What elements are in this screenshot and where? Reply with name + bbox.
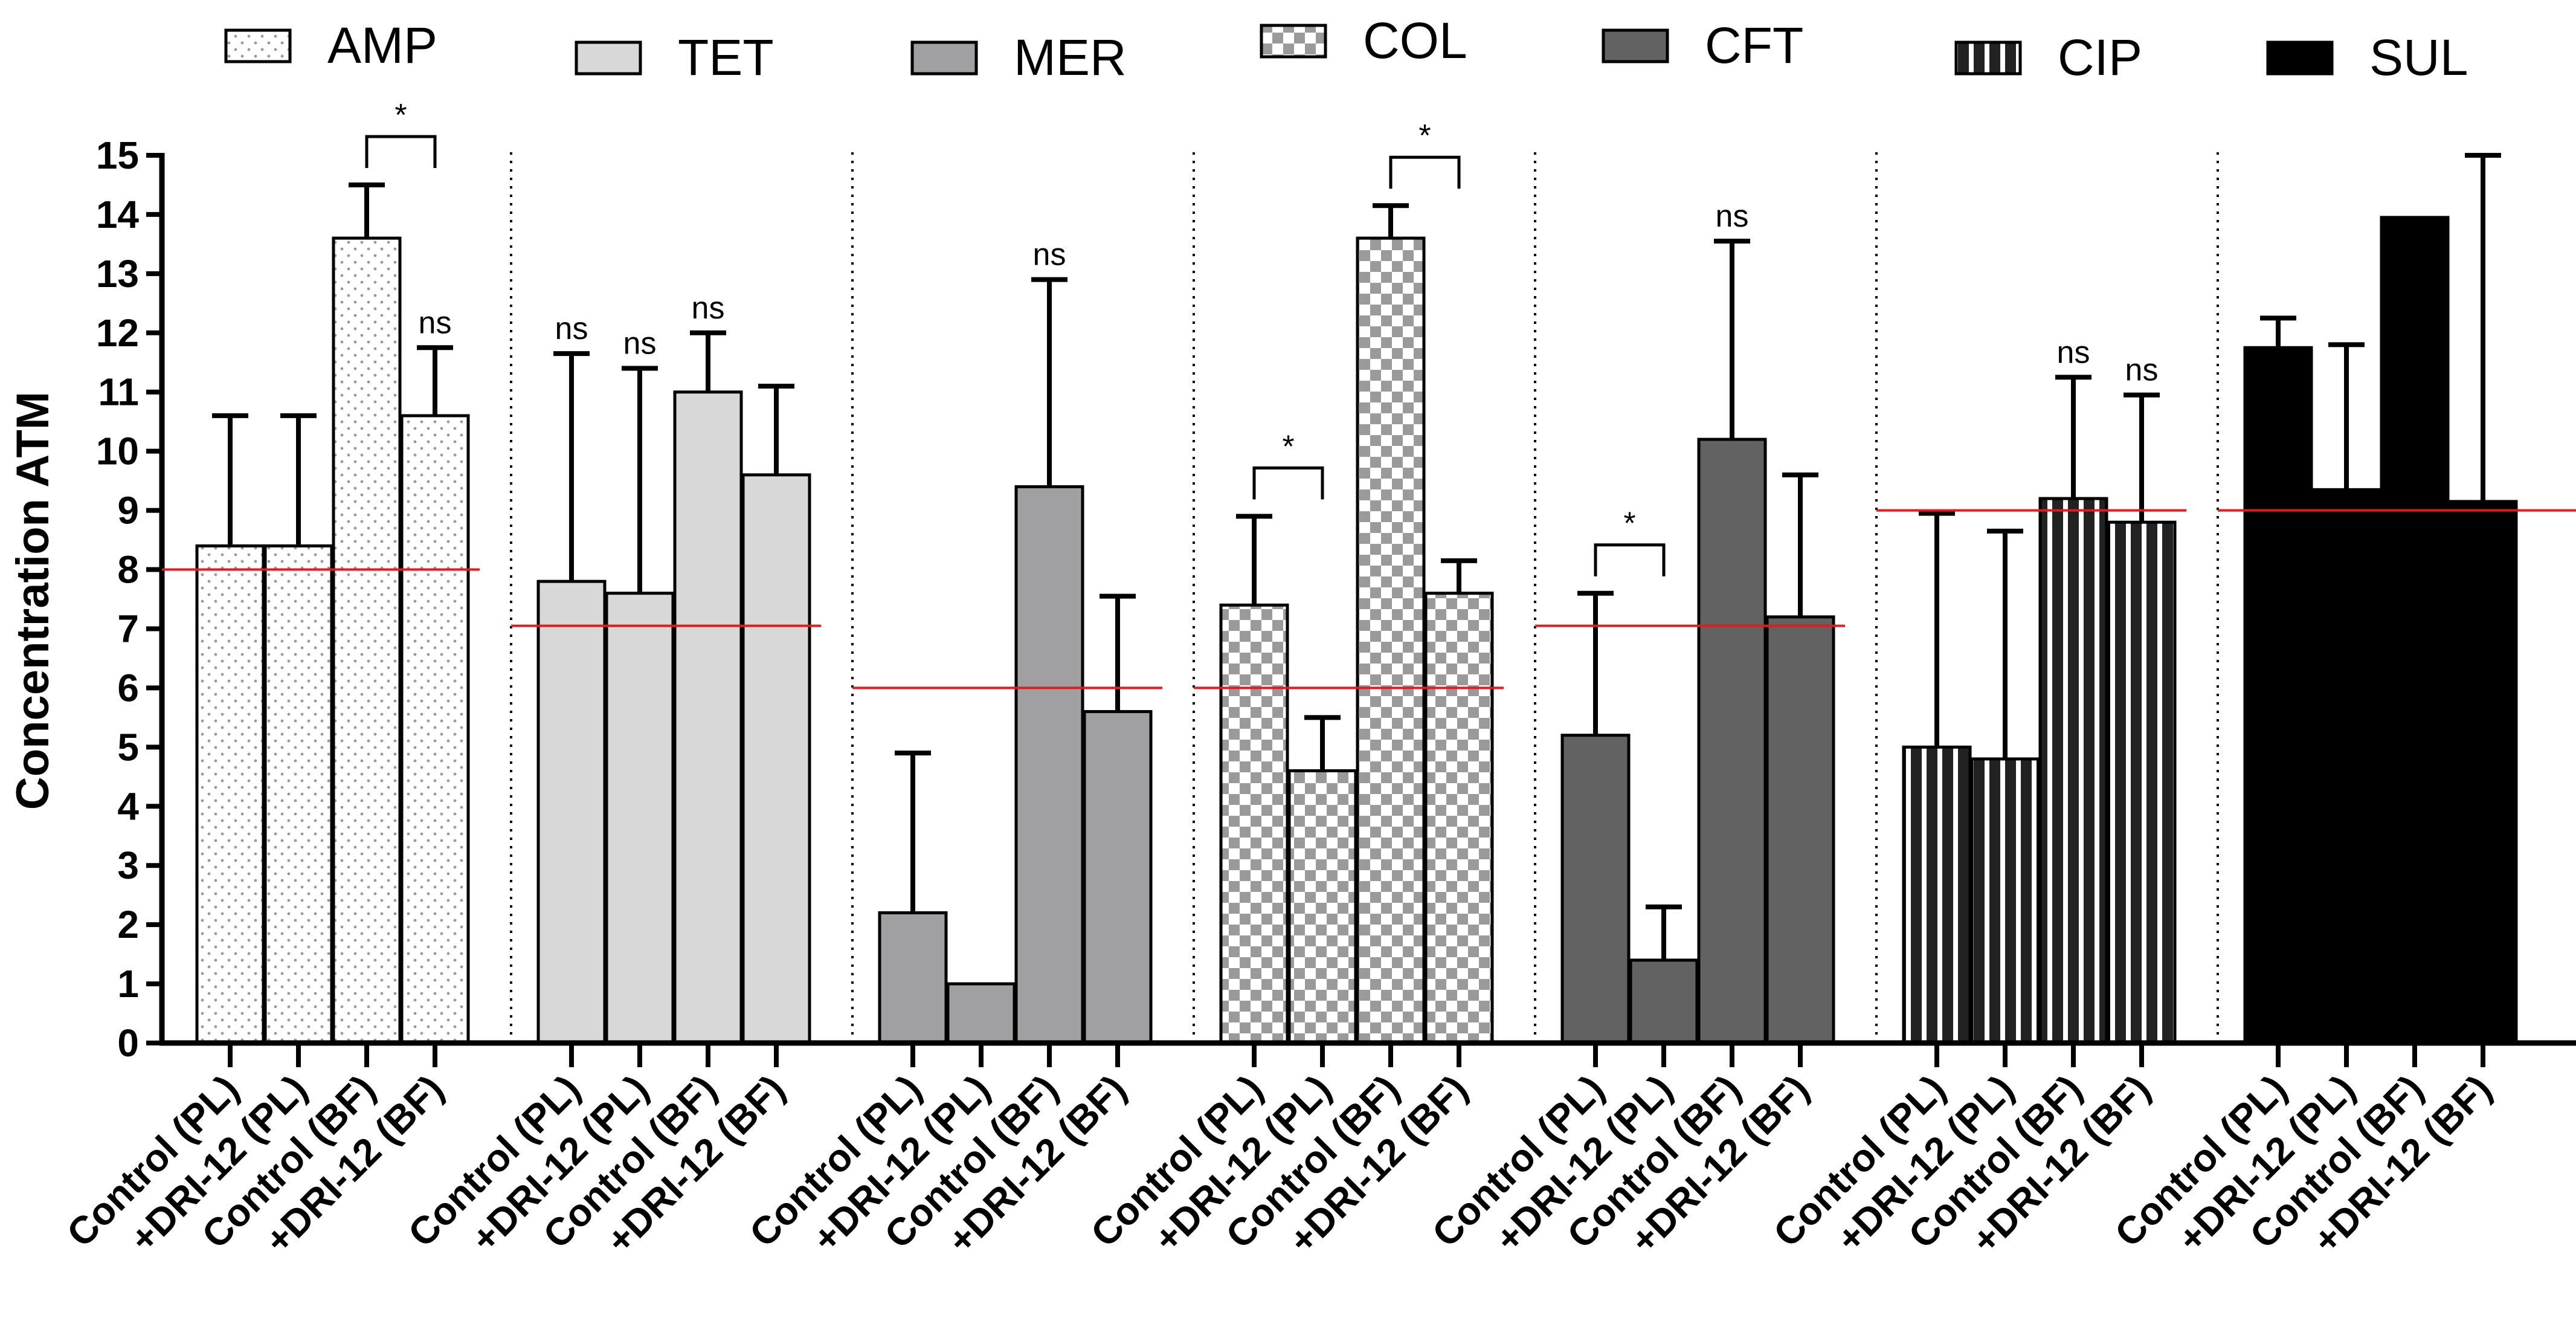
y-tick-label: 7 <box>117 607 139 650</box>
legend-swatch-cft <box>1602 28 1669 63</box>
legend-label-mer: MER <box>1014 29 1127 86</box>
legend-label-amp: AMP <box>327 17 437 74</box>
bar-cft-1 <box>1629 958 1699 1045</box>
bar-col-2 <box>1356 236 1426 1045</box>
significance-label: ns <box>1033 237 1066 273</box>
significance-label: ns <box>623 326 657 361</box>
significance-bracket <box>365 135 437 168</box>
significance-label: * <box>1282 429 1294 464</box>
y-tick-label: 11 <box>98 370 139 414</box>
significance-label: ns <box>692 291 725 326</box>
significance-label: * <box>1623 506 1635 541</box>
bar-mer-1 <box>946 982 1016 1045</box>
bar-cft-3 <box>1765 615 1835 1045</box>
bar-tet-2 <box>673 390 743 1045</box>
legend-swatch-col <box>1260 24 1327 59</box>
significance-label: * <box>1418 118 1431 153</box>
y-tick-label: 1 <box>117 962 139 1006</box>
y-tick-label: 5 <box>117 725 139 769</box>
bar-tet-0 <box>536 580 607 1045</box>
bar-col-1 <box>1287 769 1357 1045</box>
bar-sul-3 <box>2448 500 2518 1045</box>
bar-col-3 <box>1424 592 1494 1045</box>
y-tick-label: 2 <box>117 903 139 946</box>
y-tick-label: 8 <box>117 548 139 592</box>
legend-swatch-mer <box>910 40 978 76</box>
bar-cip-1 <box>1970 757 2040 1045</box>
significance-label: ns <box>2125 353 2159 388</box>
legend-label-tet: TET <box>678 29 774 86</box>
bar-tet-1 <box>605 592 675 1045</box>
y-tick-label: 14 <box>96 193 140 236</box>
legend: AMP TET MER COL CFT CIP SUL <box>224 12 2468 86</box>
bar-sul-0 <box>2243 346 2313 1045</box>
significance-bracket <box>1252 466 1324 500</box>
y-tick-label: 10 <box>96 430 139 473</box>
significance-label: ns <box>419 305 452 340</box>
y-tick-label: 0 <box>117 1021 139 1065</box>
bar-cft-0 <box>1560 734 1631 1045</box>
legend-swatch-tet <box>575 40 642 76</box>
y-tick-label: 15 <box>96 134 139 177</box>
y-tick-label: 13 <box>96 252 139 295</box>
bar-sul-2 <box>2380 216 2450 1045</box>
bar-amp-0 <box>195 544 265 1045</box>
bar-cft-2 <box>1697 438 1767 1045</box>
significance-label: ns <box>2057 335 2090 370</box>
bar-amp-2 <box>332 236 402 1045</box>
legend-label-cip: CIP <box>2058 29 2142 86</box>
legend-label-col: COL <box>1363 12 1467 69</box>
significance-bracket <box>1594 543 1666 576</box>
legend-swatch-amp <box>224 28 292 63</box>
legend-label-cft: CFT <box>1705 17 1803 74</box>
y-tick-label: 12 <box>96 311 139 355</box>
bar-mer-2 <box>1014 485 1084 1045</box>
significance-label: ns <box>555 311 588 346</box>
y-axis-label: Concentration ATM <box>7 392 59 810</box>
significance-label: ns <box>1716 199 1749 234</box>
bar-cip-3 <box>2107 520 2177 1045</box>
bar-mer-3 <box>1083 710 1153 1045</box>
y-tick-label: 6 <box>117 666 139 709</box>
bar-amp-3 <box>400 414 470 1045</box>
bar-tet-3 <box>741 473 811 1045</box>
y-tick-label: 3 <box>117 844 139 887</box>
bar-sul-1 <box>2311 488 2381 1045</box>
y-tick-label: 4 <box>117 784 139 828</box>
bar-cip-2 <box>2038 497 2108 1045</box>
bar-col-0 <box>1219 603 1289 1045</box>
significance-label: * <box>394 98 407 133</box>
bar-amp-1 <box>263 544 333 1045</box>
legend-label-sul: SUL <box>2369 29 2468 86</box>
legend-swatch-cip <box>1954 40 2022 76</box>
y-tick-label: 9 <box>117 489 139 532</box>
significance-bracket <box>1389 155 1461 189</box>
legend-swatch-sul <box>2266 40 2334 76</box>
bar-cip-0 <box>1902 745 1972 1045</box>
bar-mer-0 <box>878 911 948 1045</box>
